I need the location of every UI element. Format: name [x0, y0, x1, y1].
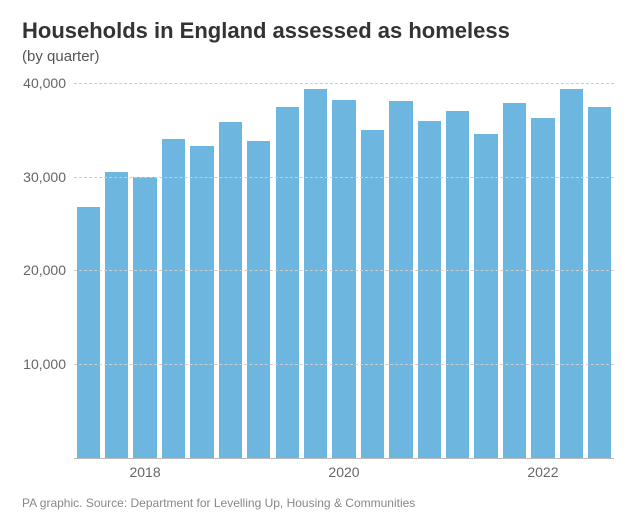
bar-slot: [586, 78, 614, 458]
bar: [247, 141, 270, 458]
bar: [446, 111, 469, 458]
bar: [361, 130, 384, 458]
bar: [190, 146, 213, 458]
bar: [531, 118, 554, 458]
bar: [588, 107, 611, 458]
bar-slot: [188, 78, 216, 458]
bar-slot: [472, 78, 500, 458]
y-tick-label: 20,000: [6, 262, 66, 278]
bar: [304, 89, 327, 458]
gridline: [74, 177, 614, 178]
y-tick-label: 10,000: [6, 356, 66, 372]
bar: [162, 139, 185, 458]
bar-slot: [74, 78, 102, 458]
chart-container: Households in England assessed as homele…: [0, 0, 640, 524]
bar-slot: [557, 78, 585, 458]
gridline: [74, 83, 614, 84]
bar-slot: [273, 78, 301, 458]
bar: [503, 103, 526, 458]
gridline: [74, 270, 614, 271]
bar: [133, 177, 156, 458]
bar-slot: [330, 78, 358, 458]
bar: [389, 101, 412, 458]
x-axis-line: [74, 458, 614, 459]
x-tick-label: 2018: [129, 464, 160, 480]
bar: [332, 100, 355, 458]
bar: [418, 121, 441, 458]
bar-slot: [500, 78, 528, 458]
bar: [474, 134, 497, 458]
chart-footer: PA graphic. Source: Department for Level…: [22, 496, 415, 510]
bar-slot: [358, 78, 386, 458]
plot-area: [74, 78, 614, 458]
bar-slot: [102, 78, 130, 458]
bar: [77, 207, 100, 458]
bar: [105, 172, 128, 458]
chart-subtitle: (by quarter): [22, 48, 100, 65]
bars-group: [74, 78, 614, 458]
bar-slot: [387, 78, 415, 458]
bar-slot: [131, 78, 159, 458]
x-tick-label: 2022: [527, 464, 558, 480]
y-tick-label: 30,000: [6, 169, 66, 185]
gridline: [74, 364, 614, 365]
bar-slot: [245, 78, 273, 458]
x-axis-labels: 2018 2020 2022: [74, 464, 614, 484]
bar-slot: [159, 78, 187, 458]
bar: [560, 89, 583, 458]
bar-slot: [216, 78, 244, 458]
bar-slot: [443, 78, 471, 458]
chart-title: Households in England assessed as homele…: [22, 18, 510, 44]
x-tick-label: 2020: [328, 464, 359, 480]
y-tick-label: 40,000: [6, 75, 66, 91]
bar-slot: [415, 78, 443, 458]
bar-slot: [301, 78, 329, 458]
bar: [219, 122, 242, 458]
bar: [276, 107, 299, 458]
bar-slot: [529, 78, 557, 458]
